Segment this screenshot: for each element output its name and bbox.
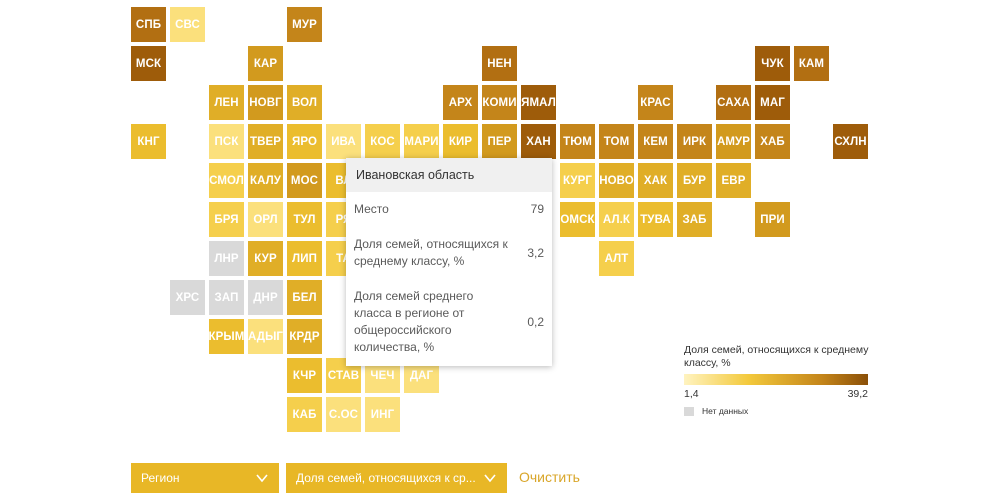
region-tile[interactable]: ИРК [677, 124, 712, 159]
region-tile[interactable]: ТОМ [599, 124, 634, 159]
legend-title: Доля семей, относящихся к среднему класс… [684, 344, 869, 369]
metric-dropdown-value: Доля семей, относящихся к ср... [296, 471, 476, 485]
region-tile[interactable]: ХРС [170, 280, 205, 315]
tile-grid-map: СПБ СВС МУР МСК КАР НЕН ЧУК КАМ ЛЕН НОВГ ВОЛ АРХ КОМ… [131, 7, 868, 432]
clear-button[interactable]: Очистить [519, 469, 580, 485]
region-tile[interactable]: ЛЕН [209, 85, 244, 120]
region-dropdown[interactable]: Регион [131, 463, 279, 493]
region-tile[interactable]: ПСК [209, 124, 244, 159]
region-tile[interactable]: КАЛУ [248, 163, 283, 198]
region-tile[interactable]: ТВЕР [248, 124, 283, 159]
legend-max-label: 39,2 [847, 388, 868, 400]
region-tile[interactable]: КРЫМ [209, 319, 244, 354]
region-tile[interactable]: ДНР [248, 280, 283, 315]
legend-ticks: 1,4 39,2 [684, 388, 868, 400]
chevron-down-icon [484, 474, 496, 483]
color-legend: Доля семей, относящихся к среднему класс… [684, 344, 870, 416]
region-tile[interactable]: МАРИ [404, 124, 439, 159]
tooltip-label: Доля семей, относящихся к среднему класс… [354, 237, 508, 268]
region-tile[interactable]: КНГ [131, 124, 166, 159]
region-tile[interactable]: ПЕР [482, 124, 517, 159]
tooltip-value: 0,2 [527, 315, 544, 329]
region-tile[interactable]: МУР [287, 7, 322, 42]
region-tile[interactable]: ВОЛ [287, 85, 322, 120]
tooltip-row-share: Доля семей, относящихся к среднему класс… [354, 234, 544, 272]
region-tile[interactable]: ЛНР [209, 241, 244, 276]
region-tile[interactable]: НОВГ [248, 85, 283, 120]
region-tile[interactable]: КОС [365, 124, 400, 159]
region-tile[interactable]: БРЯ [209, 202, 244, 237]
region-tile[interactable]: КИР [443, 124, 478, 159]
region-tile[interactable]: ПРИ [755, 202, 790, 237]
region-tile[interactable]: КАБ [287, 397, 322, 432]
legend-gradient-bar [684, 374, 868, 385]
tooltip-label: Доля семей среднего класса в регионе от … [354, 289, 474, 354]
region-tile[interactable]: КЧР [287, 358, 322, 393]
region-tile[interactable]: КРАС [638, 85, 673, 120]
region-tile[interactable]: ХАН [521, 124, 556, 159]
region-tile[interactable]: ЛИП [287, 241, 322, 276]
region-tile[interactable]: КУР [248, 241, 283, 276]
region-tile[interactable]: БЕЛ [287, 280, 322, 315]
region-tile[interactable]: КАР [248, 46, 283, 81]
region-tile[interactable]: АРХ [443, 85, 478, 120]
region-tile[interactable]: САХА [716, 85, 751, 120]
region-tile[interactable]: МСК [131, 46, 166, 81]
region-tile[interactable]: ХАК [638, 163, 673, 198]
region-tile[interactable]: ИНГ [365, 397, 400, 432]
region-tile[interactable]: СХЛН [833, 124, 868, 159]
metric-dropdown[interactable]: Доля семей, относящихся к ср... [286, 463, 507, 493]
region-tile[interactable]: С.ОС [326, 397, 361, 432]
region-tooltip: Ивановская область Место 79 Доля семей, … [346, 158, 552, 366]
chevron-down-icon [256, 474, 268, 483]
region-dropdown-value: Регион [141, 471, 180, 485]
region-tile[interactable]: СВС [170, 7, 205, 42]
region-tile[interactable]: КЕМ [638, 124, 673, 159]
region-tile[interactable]: СМОЛ [209, 163, 244, 198]
region-tile[interactable]: ТУЛ [287, 202, 322, 237]
region-tile[interactable]: ХАБ [755, 124, 790, 159]
region-tile[interactable]: ИВА [326, 124, 361, 159]
region-tile[interactable]: ТУВА [638, 202, 673, 237]
legend-no-data: Нет данных [684, 406, 870, 416]
tooltip-region-name: Ивановская область [346, 158, 552, 192]
legend-min-label: 1,4 [684, 388, 699, 400]
tooltip-value: 79 [530, 202, 544, 216]
region-tile[interactable]: КАМ [794, 46, 829, 81]
region-tile[interactable]: ТЮМ [560, 124, 595, 159]
region-tile[interactable]: БУР [677, 163, 712, 198]
region-tile[interactable]: ЯМАЛ [521, 85, 556, 120]
region-tile[interactable]: МОС [287, 163, 322, 198]
tooltip-label: Место [354, 201, 389, 216]
region-tile[interactable]: МАГ [755, 85, 790, 120]
no-data-swatch [684, 406, 694, 416]
region-tile[interactable]: СПБ [131, 7, 166, 42]
region-tile[interactable]: НЕН [482, 46, 517, 81]
region-tile[interactable]: ОРЛ [248, 202, 283, 237]
region-tile[interactable]: ОМСК [560, 202, 595, 237]
tooltip-row-national-share: Доля семей среднего класса в регионе от … [354, 286, 544, 358]
region-tile[interactable]: КУРГ [560, 163, 595, 198]
region-tile[interactable]: ЗАБ [677, 202, 712, 237]
region-tile[interactable]: ЧУК [755, 46, 790, 81]
region-tile[interactable]: НОВО [599, 163, 634, 198]
region-tile[interactable]: КРДР [287, 319, 322, 354]
tooltip-row-rank: Место 79 [354, 198, 544, 220]
no-data-label: Нет данных [702, 406, 749, 416]
region-tile[interactable]: ЕВР [716, 163, 751, 198]
region-tile[interactable]: ЗАП [209, 280, 244, 315]
region-tile[interactable]: АМУР [716, 124, 751, 159]
region-tile[interactable]: КОМИ [482, 85, 517, 120]
tooltip-value: 3,2 [527, 246, 544, 260]
region-tile[interactable]: АЛ.К [599, 202, 634, 237]
region-tile[interactable]: ЯРО [287, 124, 322, 159]
region-tile[interactable]: АДЫГ [248, 319, 283, 354]
region-tile[interactable]: АЛТ [599, 241, 634, 276]
